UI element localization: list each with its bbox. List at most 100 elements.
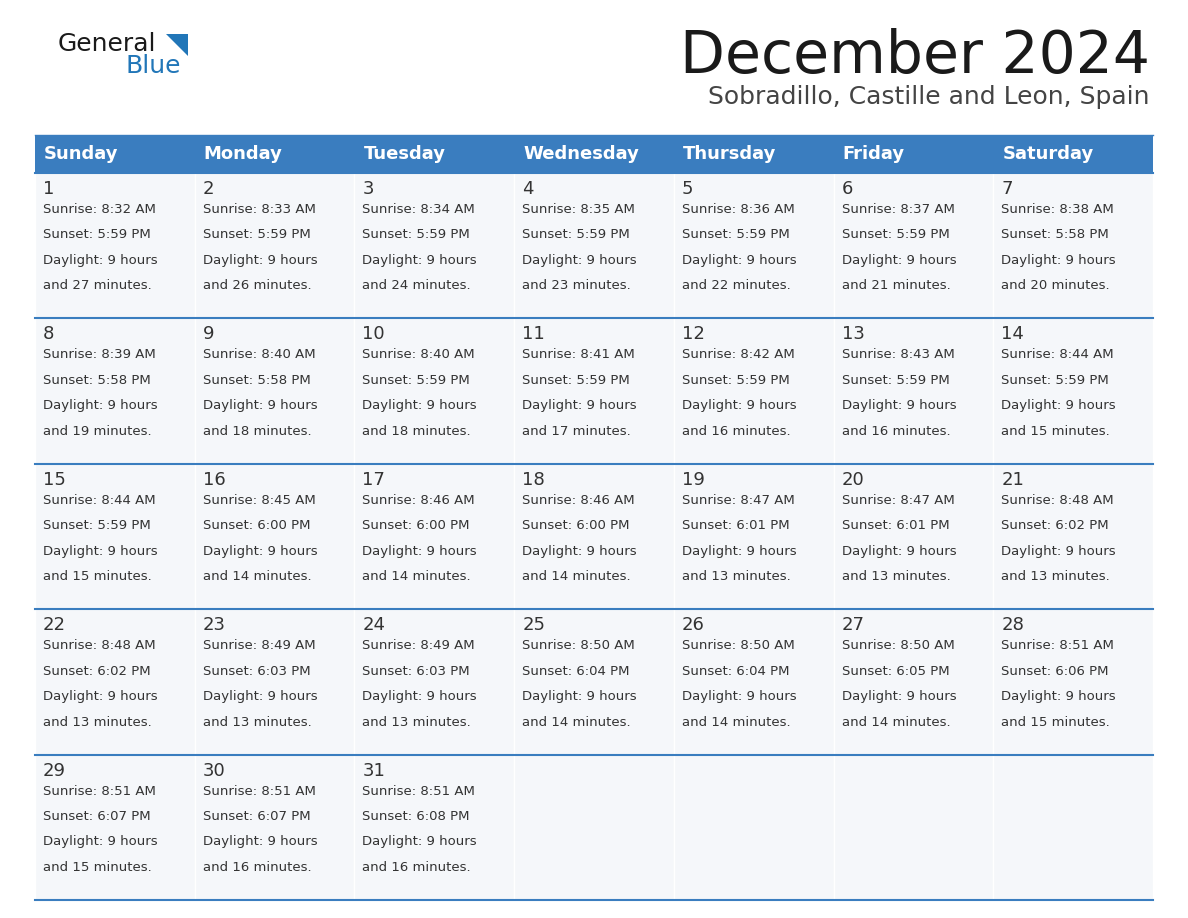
Text: Daylight: 9 hours: Daylight: 9 hours: [43, 835, 158, 848]
Text: Daylight: 9 hours: Daylight: 9 hours: [841, 254, 956, 267]
Text: 20: 20: [841, 471, 865, 488]
Text: Daylight: 9 hours: Daylight: 9 hours: [523, 254, 637, 267]
Text: 4: 4: [523, 180, 533, 198]
Text: Daylight: 9 hours: Daylight: 9 hours: [43, 254, 158, 267]
Text: Sunset: 6:01 PM: Sunset: 6:01 PM: [841, 520, 949, 532]
FancyBboxPatch shape: [354, 464, 514, 610]
Text: Sunrise: 8:51 AM: Sunrise: 8:51 AM: [43, 785, 156, 798]
Text: and 13 minutes.: and 13 minutes.: [841, 570, 950, 583]
Text: Sunset: 5:59 PM: Sunset: 5:59 PM: [43, 229, 151, 241]
Text: Sunset: 6:00 PM: Sunset: 6:00 PM: [523, 520, 630, 532]
Text: 1: 1: [43, 180, 55, 198]
Text: Daylight: 9 hours: Daylight: 9 hours: [203, 690, 317, 703]
Text: Sunset: 5:59 PM: Sunset: 5:59 PM: [841, 374, 949, 386]
Text: 11: 11: [523, 325, 545, 343]
FancyBboxPatch shape: [993, 319, 1154, 464]
FancyBboxPatch shape: [834, 755, 993, 900]
Text: Sunset: 5:59 PM: Sunset: 5:59 PM: [362, 229, 470, 241]
Text: Daylight: 9 hours: Daylight: 9 hours: [43, 690, 158, 703]
Text: Sunset: 5:59 PM: Sunset: 5:59 PM: [682, 374, 790, 386]
Text: 27: 27: [841, 616, 865, 634]
Text: Daylight: 9 hours: Daylight: 9 hours: [362, 399, 478, 412]
Text: 9: 9: [203, 325, 214, 343]
Text: Daylight: 9 hours: Daylight: 9 hours: [523, 399, 637, 412]
Text: Sunrise: 8:37 AM: Sunrise: 8:37 AM: [841, 203, 954, 216]
Text: Sunrise: 8:40 AM: Sunrise: 8:40 AM: [203, 349, 315, 362]
FancyBboxPatch shape: [834, 135, 993, 173]
Text: 7: 7: [1001, 180, 1013, 198]
Text: Sobradillo, Castille and Leon, Spain: Sobradillo, Castille and Leon, Spain: [708, 85, 1150, 109]
Text: 24: 24: [362, 616, 385, 634]
Text: 10: 10: [362, 325, 385, 343]
Text: 17: 17: [362, 471, 385, 488]
Text: Sunset: 6:00 PM: Sunset: 6:00 PM: [203, 520, 310, 532]
Text: Sunset: 5:59 PM: Sunset: 5:59 PM: [682, 229, 790, 241]
Text: Daylight: 9 hours: Daylight: 9 hours: [43, 399, 158, 412]
Text: and 14 minutes.: and 14 minutes.: [523, 715, 631, 729]
Text: 19: 19: [682, 471, 704, 488]
Text: 12: 12: [682, 325, 704, 343]
FancyBboxPatch shape: [195, 610, 354, 755]
Text: Daylight: 9 hours: Daylight: 9 hours: [523, 544, 637, 558]
Text: Sunset: 6:07 PM: Sunset: 6:07 PM: [43, 810, 151, 823]
Text: Sunset: 5:59 PM: Sunset: 5:59 PM: [523, 374, 630, 386]
Text: and 14 minutes.: and 14 minutes.: [523, 570, 631, 583]
Text: Monday: Monday: [203, 145, 283, 163]
Text: 2: 2: [203, 180, 214, 198]
Text: Daylight: 9 hours: Daylight: 9 hours: [841, 544, 956, 558]
Text: Daylight: 9 hours: Daylight: 9 hours: [1001, 399, 1116, 412]
Text: 28: 28: [1001, 616, 1024, 634]
Text: 16: 16: [203, 471, 226, 488]
Text: and 27 minutes.: and 27 minutes.: [43, 279, 152, 292]
FancyBboxPatch shape: [354, 173, 514, 319]
Text: Daylight: 9 hours: Daylight: 9 hours: [841, 690, 956, 703]
Text: 3: 3: [362, 180, 374, 198]
FancyBboxPatch shape: [674, 755, 834, 900]
FancyBboxPatch shape: [514, 135, 674, 173]
Text: and 24 minutes.: and 24 minutes.: [362, 279, 472, 292]
Text: Sunset: 6:03 PM: Sunset: 6:03 PM: [362, 665, 470, 677]
FancyBboxPatch shape: [834, 610, 993, 755]
Text: Daylight: 9 hours: Daylight: 9 hours: [362, 254, 478, 267]
Text: Blue: Blue: [126, 54, 182, 78]
Text: and 18 minutes.: and 18 minutes.: [362, 425, 472, 438]
Text: Sunset: 6:04 PM: Sunset: 6:04 PM: [523, 665, 630, 677]
Text: Sunset: 6:03 PM: Sunset: 6:03 PM: [203, 665, 310, 677]
Text: 13: 13: [841, 325, 865, 343]
Text: Sunrise: 8:51 AM: Sunrise: 8:51 AM: [1001, 639, 1114, 652]
FancyBboxPatch shape: [993, 135, 1154, 173]
Text: and 13 minutes.: and 13 minutes.: [362, 715, 472, 729]
Text: Sunrise: 8:51 AM: Sunrise: 8:51 AM: [203, 785, 316, 798]
Text: Sunrise: 8:34 AM: Sunrise: 8:34 AM: [362, 203, 475, 216]
Text: Sunrise: 8:46 AM: Sunrise: 8:46 AM: [523, 494, 634, 507]
FancyBboxPatch shape: [514, 755, 674, 900]
FancyBboxPatch shape: [834, 319, 993, 464]
Text: and 15 minutes.: and 15 minutes.: [1001, 425, 1110, 438]
Text: Sunset: 5:59 PM: Sunset: 5:59 PM: [523, 229, 630, 241]
Text: Saturday: Saturday: [1003, 145, 1093, 163]
Text: 6: 6: [841, 180, 853, 198]
FancyBboxPatch shape: [195, 755, 354, 900]
Text: Sunrise: 8:46 AM: Sunrise: 8:46 AM: [362, 494, 475, 507]
Text: Sunrise: 8:32 AM: Sunrise: 8:32 AM: [43, 203, 156, 216]
FancyBboxPatch shape: [834, 464, 993, 610]
FancyBboxPatch shape: [195, 319, 354, 464]
Text: 23: 23: [203, 616, 226, 634]
FancyBboxPatch shape: [993, 755, 1154, 900]
Text: Daylight: 9 hours: Daylight: 9 hours: [203, 399, 317, 412]
Text: Sunrise: 8:42 AM: Sunrise: 8:42 AM: [682, 349, 795, 362]
Text: Sunset: 6:05 PM: Sunset: 6:05 PM: [841, 665, 949, 677]
Text: Sunrise: 8:39 AM: Sunrise: 8:39 AM: [43, 349, 156, 362]
Text: Daylight: 9 hours: Daylight: 9 hours: [203, 544, 317, 558]
Text: Sunset: 5:58 PM: Sunset: 5:58 PM: [203, 374, 310, 386]
Text: and 16 minutes.: and 16 minutes.: [682, 425, 790, 438]
Text: Sunset: 5:59 PM: Sunset: 5:59 PM: [1001, 374, 1110, 386]
Text: and 16 minutes.: and 16 minutes.: [841, 425, 950, 438]
Text: and 26 minutes.: and 26 minutes.: [203, 279, 311, 292]
Text: Daylight: 9 hours: Daylight: 9 hours: [682, 690, 796, 703]
Text: Sunrise: 8:38 AM: Sunrise: 8:38 AM: [1001, 203, 1114, 216]
Text: Sunrise: 8:36 AM: Sunrise: 8:36 AM: [682, 203, 795, 216]
Text: Sunset: 6:08 PM: Sunset: 6:08 PM: [362, 810, 470, 823]
Text: and 15 minutes.: and 15 minutes.: [43, 861, 152, 874]
Text: Sunrise: 8:44 AM: Sunrise: 8:44 AM: [43, 494, 156, 507]
